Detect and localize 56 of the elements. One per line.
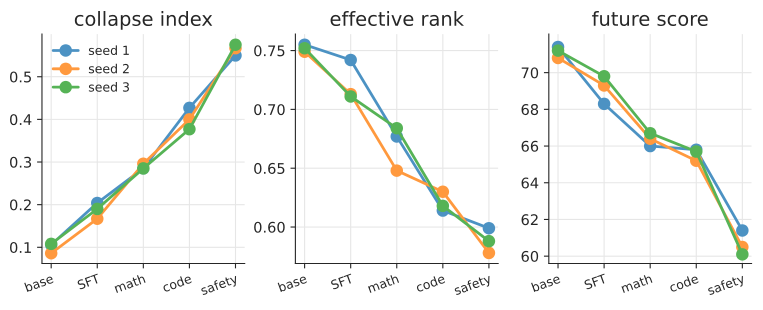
point: [736, 248, 749, 261]
x-tick-label: code: [162, 273, 192, 292]
y-tick-label: 60: [522, 250, 538, 262]
x-tick-label: base: [24, 273, 54, 292]
legend-label: seed 2: [88, 64, 129, 74]
chart-title: collapse index: [74, 10, 212, 30]
point: [390, 164, 404, 177]
y-tick-label: 0.3: [10, 156, 32, 168]
x-tick-label: SFT: [76, 273, 101, 290]
point: [552, 44, 564, 57]
x-tick-label: math: [367, 274, 400, 294]
point: [736, 224, 749, 237]
point: [436, 185, 450, 198]
x-tick-label: safety: [200, 273, 240, 298]
x-tick-label: code: [668, 273, 699, 292]
point: [598, 98, 610, 110]
y-tick-label: 68: [522, 104, 538, 116]
point: [598, 70, 610, 83]
y-tick-label: 0.70: [254, 104, 285, 116]
x-tick-label: math: [620, 274, 652, 294]
point: [482, 222, 496, 234]
chart-title: future score: [592, 10, 708, 26]
y-tick-label: 0.2: [10, 199, 31, 210]
y-tick-label: 0.5: [10, 71, 31, 82]
point: [183, 122, 196, 136]
legend-label: seed 1: [88, 45, 129, 56]
point: [183, 102, 196, 114]
point: [390, 122, 404, 134]
x-tick-label: base: [531, 273, 561, 292]
y-tick-label: 0.65: [254, 162, 284, 174]
y-tick-label: 64: [522, 177, 538, 188]
y-tick-label: 0.75: [254, 45, 284, 56]
x-tick-label: safety: [453, 273, 493, 298]
y-tick-label: 0.1: [10, 242, 31, 254]
point: [436, 200, 450, 212]
y-tick-label: 70: [522, 67, 538, 78]
x-tick-label: SFT: [330, 273, 354, 290]
x-tick-label: code: [415, 273, 446, 292]
point: [344, 90, 357, 103]
x-tick-label: math: [114, 274, 146, 294]
point: [482, 234, 496, 248]
point: [344, 54, 357, 66]
point: [298, 42, 311, 54]
chart-title: effective rank: [330, 10, 464, 26]
x-tick-label: safety: [706, 273, 746, 298]
point: [91, 202, 104, 216]
point: [644, 126, 656, 140]
y-tick-label: 0.4: [10, 114, 32, 126]
point: [229, 38, 242, 52]
y-tick-label: 62: [522, 214, 538, 226]
legend-label: seed 3: [88, 82, 129, 92]
x-tick-label: base: [278, 273, 308, 292]
y-tick-label: 66: [522, 140, 538, 152]
point: [482, 246, 496, 260]
y-tick-label: 0.60: [254, 222, 285, 233]
x-tick-label: SFT: [584, 273, 608, 290]
